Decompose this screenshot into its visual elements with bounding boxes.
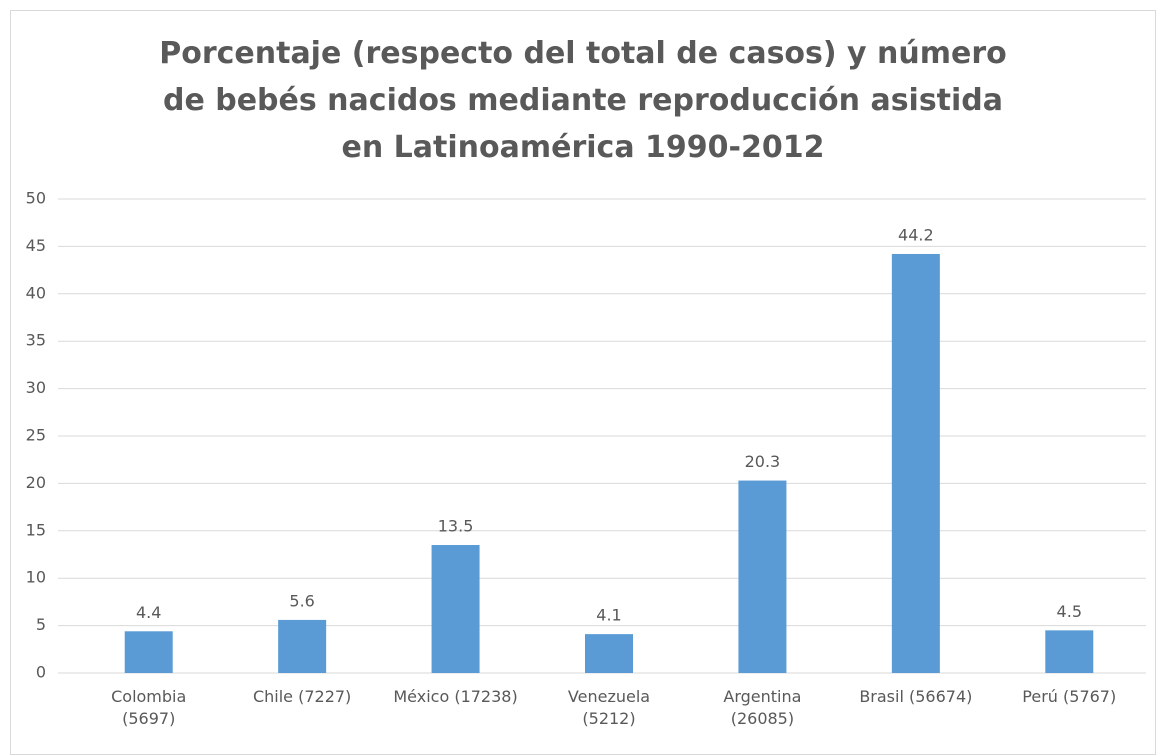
y-tick-label: 30 — [26, 378, 46, 397]
y-tick-label: 45 — [26, 236, 46, 255]
bar — [891, 253, 940, 673]
bar — [278, 619, 327, 673]
x-tick-label: México (17238) — [393, 687, 518, 706]
chart-title: Porcentaje (respecto del total de casos)… — [159, 36, 1007, 165]
data-label: 5.6 — [289, 591, 314, 610]
y-tick-label: 20 — [26, 473, 46, 492]
data-label: 44.2 — [898, 225, 934, 244]
data-label: 13.5 — [438, 517, 474, 536]
data-label: 4.1 — [596, 606, 621, 625]
x-tick-label: Venezuela (5212) — [567, 687, 651, 728]
x-tick-label: Chile (7227) — [252, 687, 352, 706]
y-tick-label: 35 — [26, 331, 46, 350]
x-tick-label: Colombia (5697) — [111, 687, 187, 728]
data-label: 4.4 — [136, 603, 161, 622]
y-tick-label: 25 — [26, 426, 46, 445]
data-label: 20.3 — [745, 452, 781, 471]
y-tick-label: 10 — [26, 568, 46, 587]
y-tick-label: 50 — [26, 189, 46, 208]
x-tick-label: Brasil (56674) — [859, 687, 973, 706]
y-tick-label: 0 — [36, 663, 46, 682]
bar — [124, 631, 173, 673]
x-tick-label: Argentina (26085) — [723, 687, 802, 728]
bar — [738, 480, 787, 673]
y-tick-label: 40 — [26, 283, 46, 302]
data-label: 4.5 — [1057, 602, 1082, 621]
y-tick-label: 5 — [36, 615, 46, 634]
x-tick-label: Perú (5767) — [1022, 687, 1117, 706]
bar — [431, 545, 480, 673]
bar — [585, 634, 633, 673]
bar — [1045, 630, 1094, 673]
y-tick-label: 15 — [26, 520, 46, 539]
